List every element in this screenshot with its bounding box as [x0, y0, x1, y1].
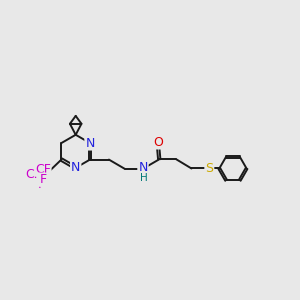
Text: O: O	[153, 136, 163, 148]
Text: F: F	[40, 173, 46, 186]
Text: S: S	[205, 162, 213, 175]
Text: H: H	[140, 173, 147, 183]
Text: N: N	[71, 161, 80, 174]
Text: N: N	[138, 160, 148, 173]
Text: F: F	[38, 178, 45, 191]
Text: N: N	[85, 136, 95, 150]
Text: CF: CF	[26, 168, 41, 181]
Text: CF: CF	[35, 163, 51, 176]
